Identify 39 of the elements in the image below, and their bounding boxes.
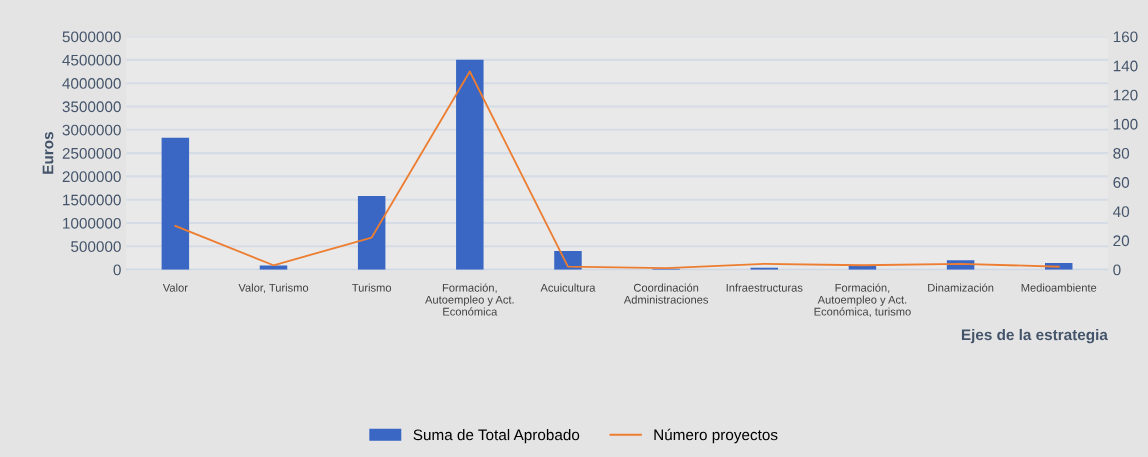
y-tick-label: 2500000 [62,147,121,159]
y2-tick-label: 80 [1113,147,1130,159]
x-tick-label: Infraestructuras [726,283,803,292]
y-tick-label: 3500000 [62,101,121,113]
y-tick-label: 5000000 [62,31,121,43]
y-tick-label: 1000000 [63,217,121,229]
bar [456,59,484,270]
x-tick-label: Medioambiente [1021,283,1097,292]
x-tick-label: Formación, Autoempleo y Act. Económica, turismo [814,283,911,317]
y2-tick-label: 0 [1113,264,1121,276]
y2-tick-label: 20 [1113,235,1130,247]
y2-tick-label: 140 [1113,60,1138,72]
x-tick-label: Turismo [352,283,392,292]
x-tick-label: Dinamización [928,283,994,292]
bar [161,137,190,270]
y-tick-label: 500000 [71,241,121,253]
y2-tick-label: 60 [1113,177,1130,188]
legend-label: Número proyectos [654,428,778,444]
y-axis-title: Euros [42,132,54,174]
y-tick-label: 0 [113,264,121,276]
x-tick-label: Acuicultura [540,283,596,292]
x-tick-label: Valor, Turismo [238,283,309,293]
bar [357,195,386,270]
bar [259,265,288,270]
y-tick-label: 3000000 [62,124,121,136]
y-tick-label: 2000000 [62,171,121,183]
legend-label: Suma de Total Aprobado [413,429,580,444]
y2-tick-label: 160 [1113,31,1138,43]
y2-tick-label: 120 [1113,89,1138,101]
x-tick-label: Formación, Autoempleo y Act. Económica [425,283,514,316]
y-tick-label: 1500000 [63,194,121,206]
y-tick-label: 4000000 [62,78,121,89]
x-axis-title: Ejes de la estrategia [961,328,1108,344]
y2-tick-label: 40 [1113,206,1130,218]
y2-tick-label: 100 [1113,118,1138,130]
line-series [174,70,1060,270]
y-tick-label: 4500000 [62,54,121,66]
x-tick-label: Coordinación Administraciones [623,283,709,304]
x-tick-label: Valor [162,283,188,292]
